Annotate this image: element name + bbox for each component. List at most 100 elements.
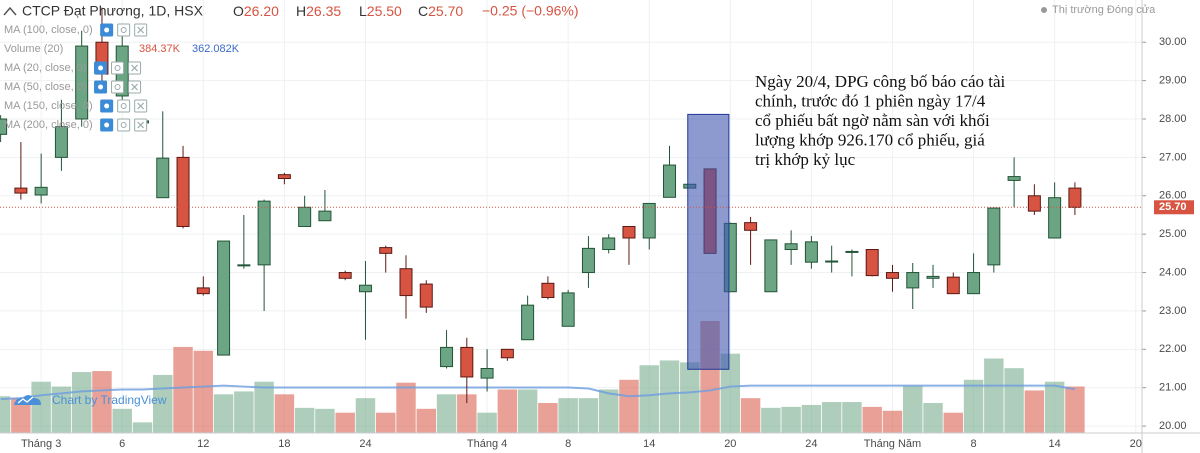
annotation-line: Ngày 20/4, DPG công bố báo cáo tài (755, 72, 1006, 91)
ohlc-value: 25.50 (367, 3, 402, 19)
highlight-box (687, 113, 730, 370)
x-tick-label: 8 (565, 438, 571, 450)
volume-bar (335, 412, 355, 433)
indicator-label: Volume (20) (4, 43, 63, 55)
y-tick-label: 26.00 (1159, 190, 1187, 202)
settings-icon[interactable] (117, 118, 131, 132)
volume-bar (213, 394, 234, 433)
settings-icon[interactable] (111, 61, 125, 75)
candle-body (379, 247, 393, 254)
candle-body (825, 260, 839, 263)
settings-icon[interactable] (117, 23, 131, 37)
indicator-label: MA (150, close, 0) (4, 100, 93, 112)
y-tick-label: 29.00 (1159, 75, 1187, 87)
volume-bar (51, 386, 72, 433)
volume-bar (132, 422, 153, 433)
volume-ma-value: 362.082K (192, 43, 240, 55)
volume-bar (720, 353, 741, 433)
volume-bar (294, 407, 315, 433)
y-tick-label: 23.00 (1159, 305, 1187, 317)
x-tick-label: 8 (970, 438, 976, 450)
candle-body (419, 283, 433, 308)
remove-x (137, 102, 145, 110)
volume-bar (578, 398, 599, 433)
volume-ma-line (0, 384, 1076, 401)
candle-body (358, 284, 372, 293)
x-tick-label: 24 (359, 438, 371, 450)
candle-body (1007, 176, 1021, 181)
candle-body (784, 243, 798, 251)
x-tick-label: Tháng Năm (864, 438, 921, 450)
volume-bar (963, 379, 984, 433)
market-status: Thị trường Đóng cửa (1052, 4, 1156, 16)
x-tick-label: 24 (805, 438, 817, 450)
annotation-line: cổ phiếu bất ngờ nằm sàn với khối (755, 111, 990, 130)
settings-icon[interactable] (117, 99, 131, 113)
candle-body (0, 118, 8, 135)
candle-body (54, 126, 68, 158)
ohlc-legend: O26.20 (233, 3, 279, 19)
watermark: Chart by TradingView (52, 393, 167, 407)
volume-bar (31, 381, 51, 433)
volume-bar (254, 381, 274, 433)
candle-body (338, 272, 352, 279)
volume-bar (659, 360, 680, 433)
eye-pupil (104, 27, 110, 33)
candle-body (399, 268, 413, 297)
annotation-line: trị khớp kỷ lục (755, 150, 856, 169)
candle-body (318, 210, 332, 222)
volume-bar (1065, 386, 1085, 433)
gear-center (120, 122, 127, 128)
volume-bar (558, 398, 578, 433)
indicator-label: MA (20, close, 0) (4, 62, 87, 74)
volume-bar (619, 379, 639, 433)
gear-center (120, 27, 127, 33)
y-tick-label: 24.00 (1159, 266, 1187, 278)
ohlc-letter: L (359, 3, 367, 19)
volume-bar (842, 402, 862, 433)
y-tick-label: 28.00 (1159, 113, 1187, 125)
volume-bar (112, 408, 132, 433)
candle-body (602, 237, 616, 251)
volume-bar (903, 385, 923, 433)
candle-body (663, 164, 677, 198)
candle-body (521, 304, 535, 341)
volume-bar (193, 350, 214, 433)
candle-body (642, 202, 656, 239)
candle-body (865, 249, 879, 277)
candle-body (500, 348, 514, 359)
ohlc-letter: O (233, 3, 244, 19)
gear-center (114, 84, 121, 90)
candle-body (1048, 197, 1062, 239)
volume-bar (1004, 368, 1024, 433)
volume-bar (761, 407, 781, 433)
x-tick-label: 12 (197, 438, 209, 450)
candle-body (460, 346, 474, 378)
settings-icon[interactable] (111, 80, 125, 94)
chart-title: CTCP Đạt Phương, 1D, HSX (22, 3, 204, 19)
candle-body (764, 239, 778, 293)
candle-body (1027, 195, 1041, 212)
candle-body (176, 156, 190, 227)
y-tick-label: 21.00 (1159, 382, 1187, 394)
eye-pupil (104, 122, 110, 128)
candle-body (946, 276, 960, 295)
candle-body (987, 207, 1001, 266)
volume-bar (639, 365, 659, 433)
volume-bar (396, 382, 416, 433)
volume-bar (92, 371, 112, 433)
ohlc-value: 26.35 (306, 3, 341, 19)
status-dot (1041, 7, 1047, 13)
gear-center (114, 65, 121, 71)
volume-bar (882, 410, 903, 433)
candle-body (744, 222, 758, 231)
volume-bar (436, 394, 457, 433)
volume-bar (538, 403, 558, 433)
candle-body (480, 368, 494, 379)
candle-body (75, 45, 89, 120)
indicator-label: MA (100, close, 0) (4, 24, 93, 36)
candle-body (34, 186, 48, 196)
candle-body (277, 174, 291, 179)
